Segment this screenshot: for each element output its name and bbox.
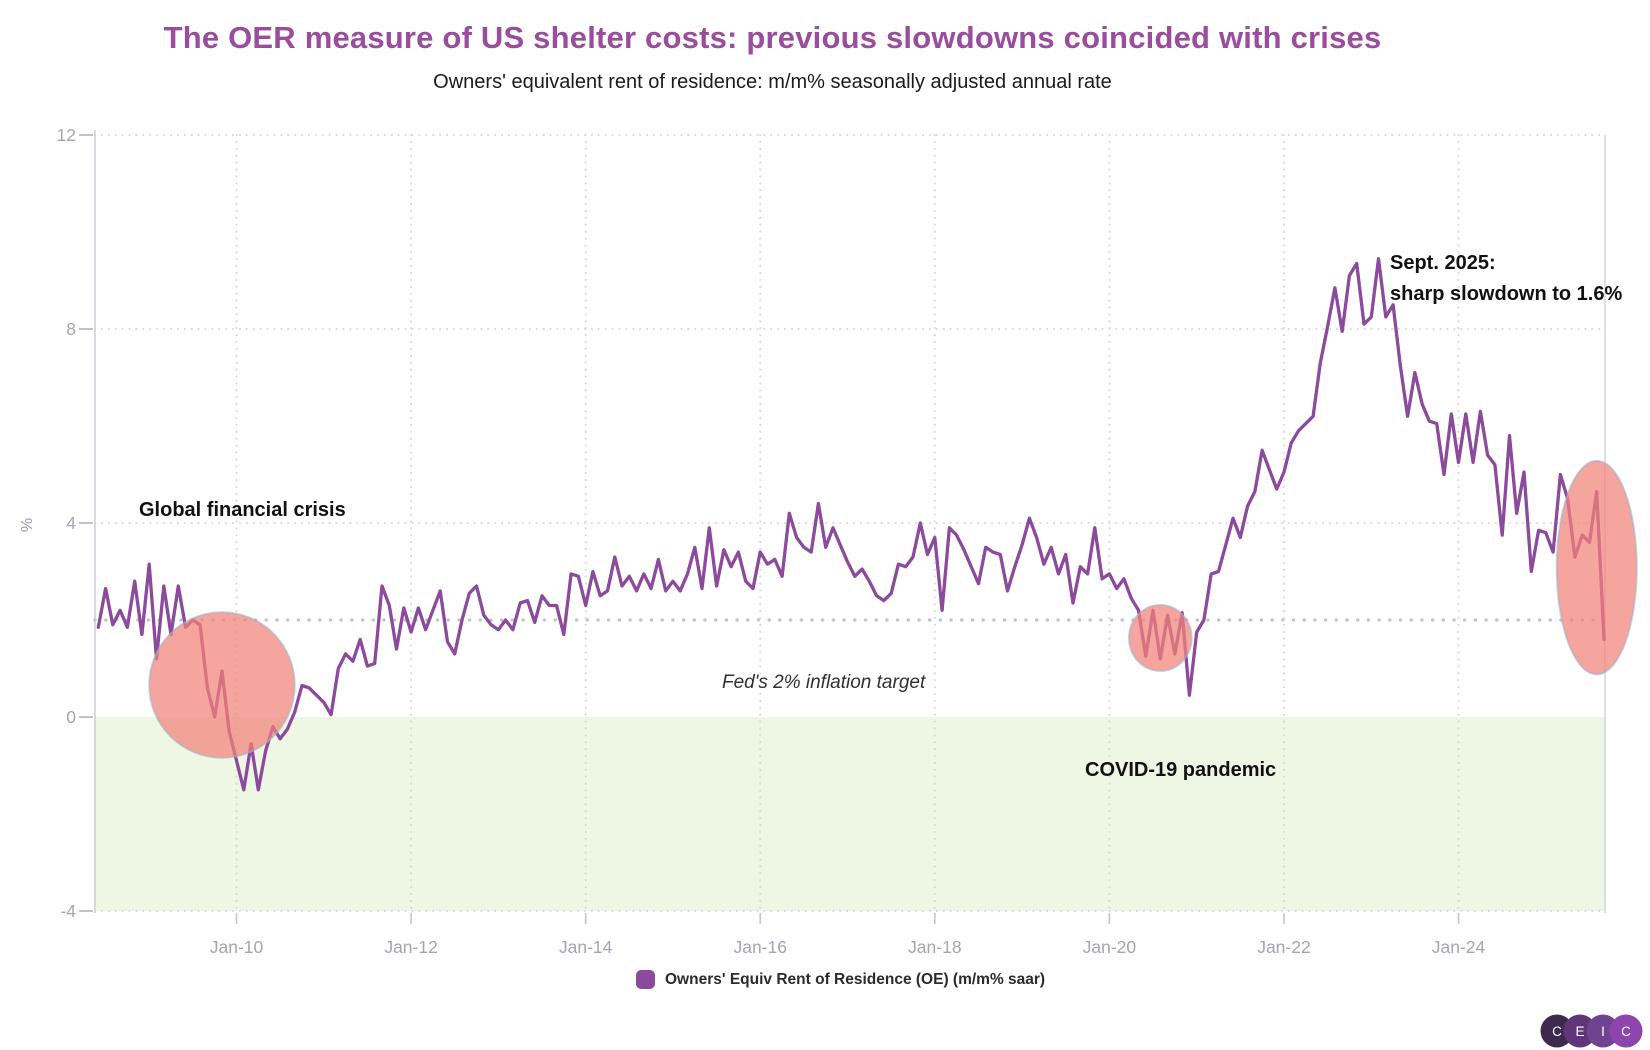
- y-tick-label: 0: [66, 707, 76, 727]
- y-tick-label: -4: [60, 901, 76, 921]
- y-tick-label: 12: [57, 125, 76, 145]
- x-tick-label: Jan-14: [559, 937, 613, 957]
- legend-swatch: [636, 970, 655, 989]
- x-tick-label: Jan-22: [1257, 937, 1311, 957]
- legend: Owners' Equiv Rent of Residence (OE) (m/…: [636, 970, 1045, 989]
- ceic-logo-letter: C: [1621, 1024, 1631, 1039]
- ceic-logo-circle: [1563, 1014, 1597, 1048]
- below-zero-band: [95, 717, 1605, 911]
- x-tick-label: Jan-24: [1432, 937, 1486, 957]
- crisis-highlight-ellipse: [1555, 459, 1638, 676]
- legend-label: Owners' Equiv Rent of Residence (OE) (m/…: [665, 970, 1046, 988]
- oer-series-line: [96, 257, 1606, 792]
- ceic-logo-letter: E: [1575, 1024, 1584, 1039]
- y-axis-unit-label: %: [19, 517, 36, 533]
- chart-title: The OER measure of US shelter costs: pre…: [163, 20, 1382, 55]
- x-tick-label: Jan-18: [908, 937, 962, 957]
- x-tick-label: Jan-16: [733, 937, 787, 957]
- chart-subtitle: Owners' equivalent rent of residence: m/…: [433, 71, 1112, 93]
- x-tick-label: Jan-12: [384, 937, 438, 957]
- ceic-logo-letter: C: [1552, 1024, 1562, 1039]
- annotation-sept-2025: Sept. 2025: sharp slowdown to 1.6%: [1390, 248, 1622, 310]
- crisis-highlight-ellipse: [1128, 603, 1193, 672]
- y-tick-label: 8: [66, 319, 76, 339]
- crisis-highlight-ellipse: [148, 611, 296, 759]
- ceic-logo-letter: I: [1601, 1024, 1605, 1039]
- ceic-logo-circle: [1609, 1014, 1643, 1048]
- ceic-logo-circle: [1540, 1014, 1574, 1048]
- y-tick-label: 4: [66, 513, 76, 533]
- annotation-sept-2025-line1: Sept. 2025:: [1390, 252, 1496, 274]
- x-tick-label: Jan-10: [210, 937, 264, 957]
- annotation-fed-target: Fed's 2% inflation target: [722, 672, 926, 693]
- ceic-logo-circle: [1586, 1014, 1620, 1048]
- annotation-global-financial-crisis: Global financial crisis: [139, 499, 346, 521]
- annotation-sept-2025-line2: sharp slowdown to 1.6%: [1390, 283, 1623, 305]
- x-tick-label: Jan-20: [1083, 937, 1137, 957]
- annotation-covid-pandemic: COVID-19 pandemic: [1085, 759, 1277, 781]
